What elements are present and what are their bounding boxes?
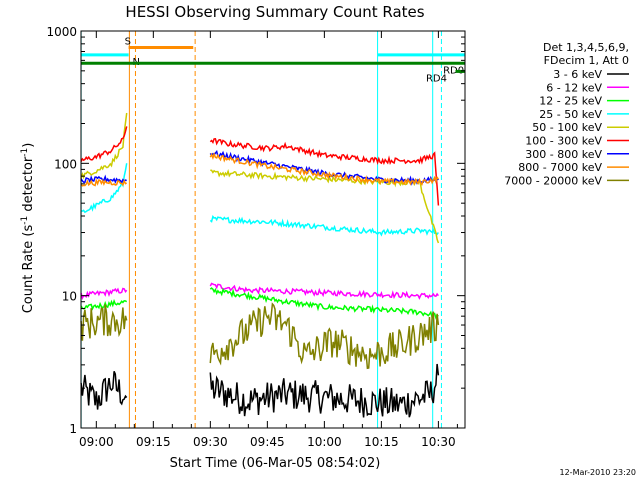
series-line-1-0 [80,287,128,301]
series-line-2-0 [80,298,128,311]
series-line-7-1 [209,151,439,186]
legend-label-5: 100 - 300 keV [525,135,602,148]
series-line-5-1 [209,138,440,206]
legend-label-8: 7000 - 20000 keV [504,174,602,187]
series-line-5-0 [80,126,128,162]
y-axis-label: Count Rate (s-1 detector-1) [20,143,36,314]
legend-label-7: 800 - 7000 keV [518,161,602,174]
series-line-8-0 [80,304,128,341]
legend-label-0: 3 - 6 keV [553,68,602,81]
legend-label-4: 50 - 100 keV [532,121,602,134]
x-tick-label-6: 10:30 [421,435,456,449]
x-tick-label-2: 09:30 [193,435,228,449]
y-tick-label-0: 1 [69,422,77,436]
timestamp: 12-Mar-2010 23:20 [560,468,637,477]
x-tick-label-0: 09:00 [79,435,114,449]
series-line-4-0 [80,112,128,180]
series-line-3-0 [80,163,128,214]
legend: Det 1,3,4,5,6,9, FDecim 1, Att 0 3 - 6 k… [504,41,629,187]
series-line-6-0 [80,174,127,185]
legend-label-6: 300 - 800 keV [525,148,602,161]
plot-layer: SNRD0RD4 [80,31,465,428]
x-tick-label-5: 10:15 [364,435,399,449]
y-tick-label-3: 1000 [46,25,77,39]
legend-label-3: 25 - 50 keV [539,108,602,121]
y-tick-label-2: 100 [54,157,77,171]
x-tick-label-4: 10:00 [307,435,342,449]
x-tick-label-1: 09:15 [136,435,171,449]
series-line-3-1 [209,215,439,237]
state-label-3: RD0 [443,65,464,76]
series-line-0-0 [80,371,128,410]
plot-frame [80,30,466,429]
legend-header-line1: Det 1,3,4,5,6,9, [543,41,629,54]
series-line-7-0 [80,178,128,187]
legend-label-1: 6 - 12 keV [546,81,602,94]
chart-title: HESSI Observing Summary Count Rates [125,3,424,21]
y-tick-label-1: 10 [62,290,77,304]
x-axis-label: Start Time (06-Mar-05 08:54:02) [170,456,381,471]
series-line-4-1 [210,169,440,244]
legend-header-line2: FDecim 1, Att 0 [544,54,629,67]
legend-label-2: 12 - 25 keV [539,95,602,108]
series-line-8-1 [209,302,440,370]
x-axis: 09:00 09:15 09:30 09:45 10:00 10:15 10:30 [79,31,458,449]
series-line-0-1 [209,363,440,418]
series-line-2-1 [209,287,439,320]
state-label-0: S [125,37,131,48]
x-tick-label-3: 09:45 [250,435,285,449]
y-axis: 1 10 100 1000 [46,25,465,436]
state-label-4: RD4 [426,73,447,84]
series-line-1-1 [209,282,439,300]
